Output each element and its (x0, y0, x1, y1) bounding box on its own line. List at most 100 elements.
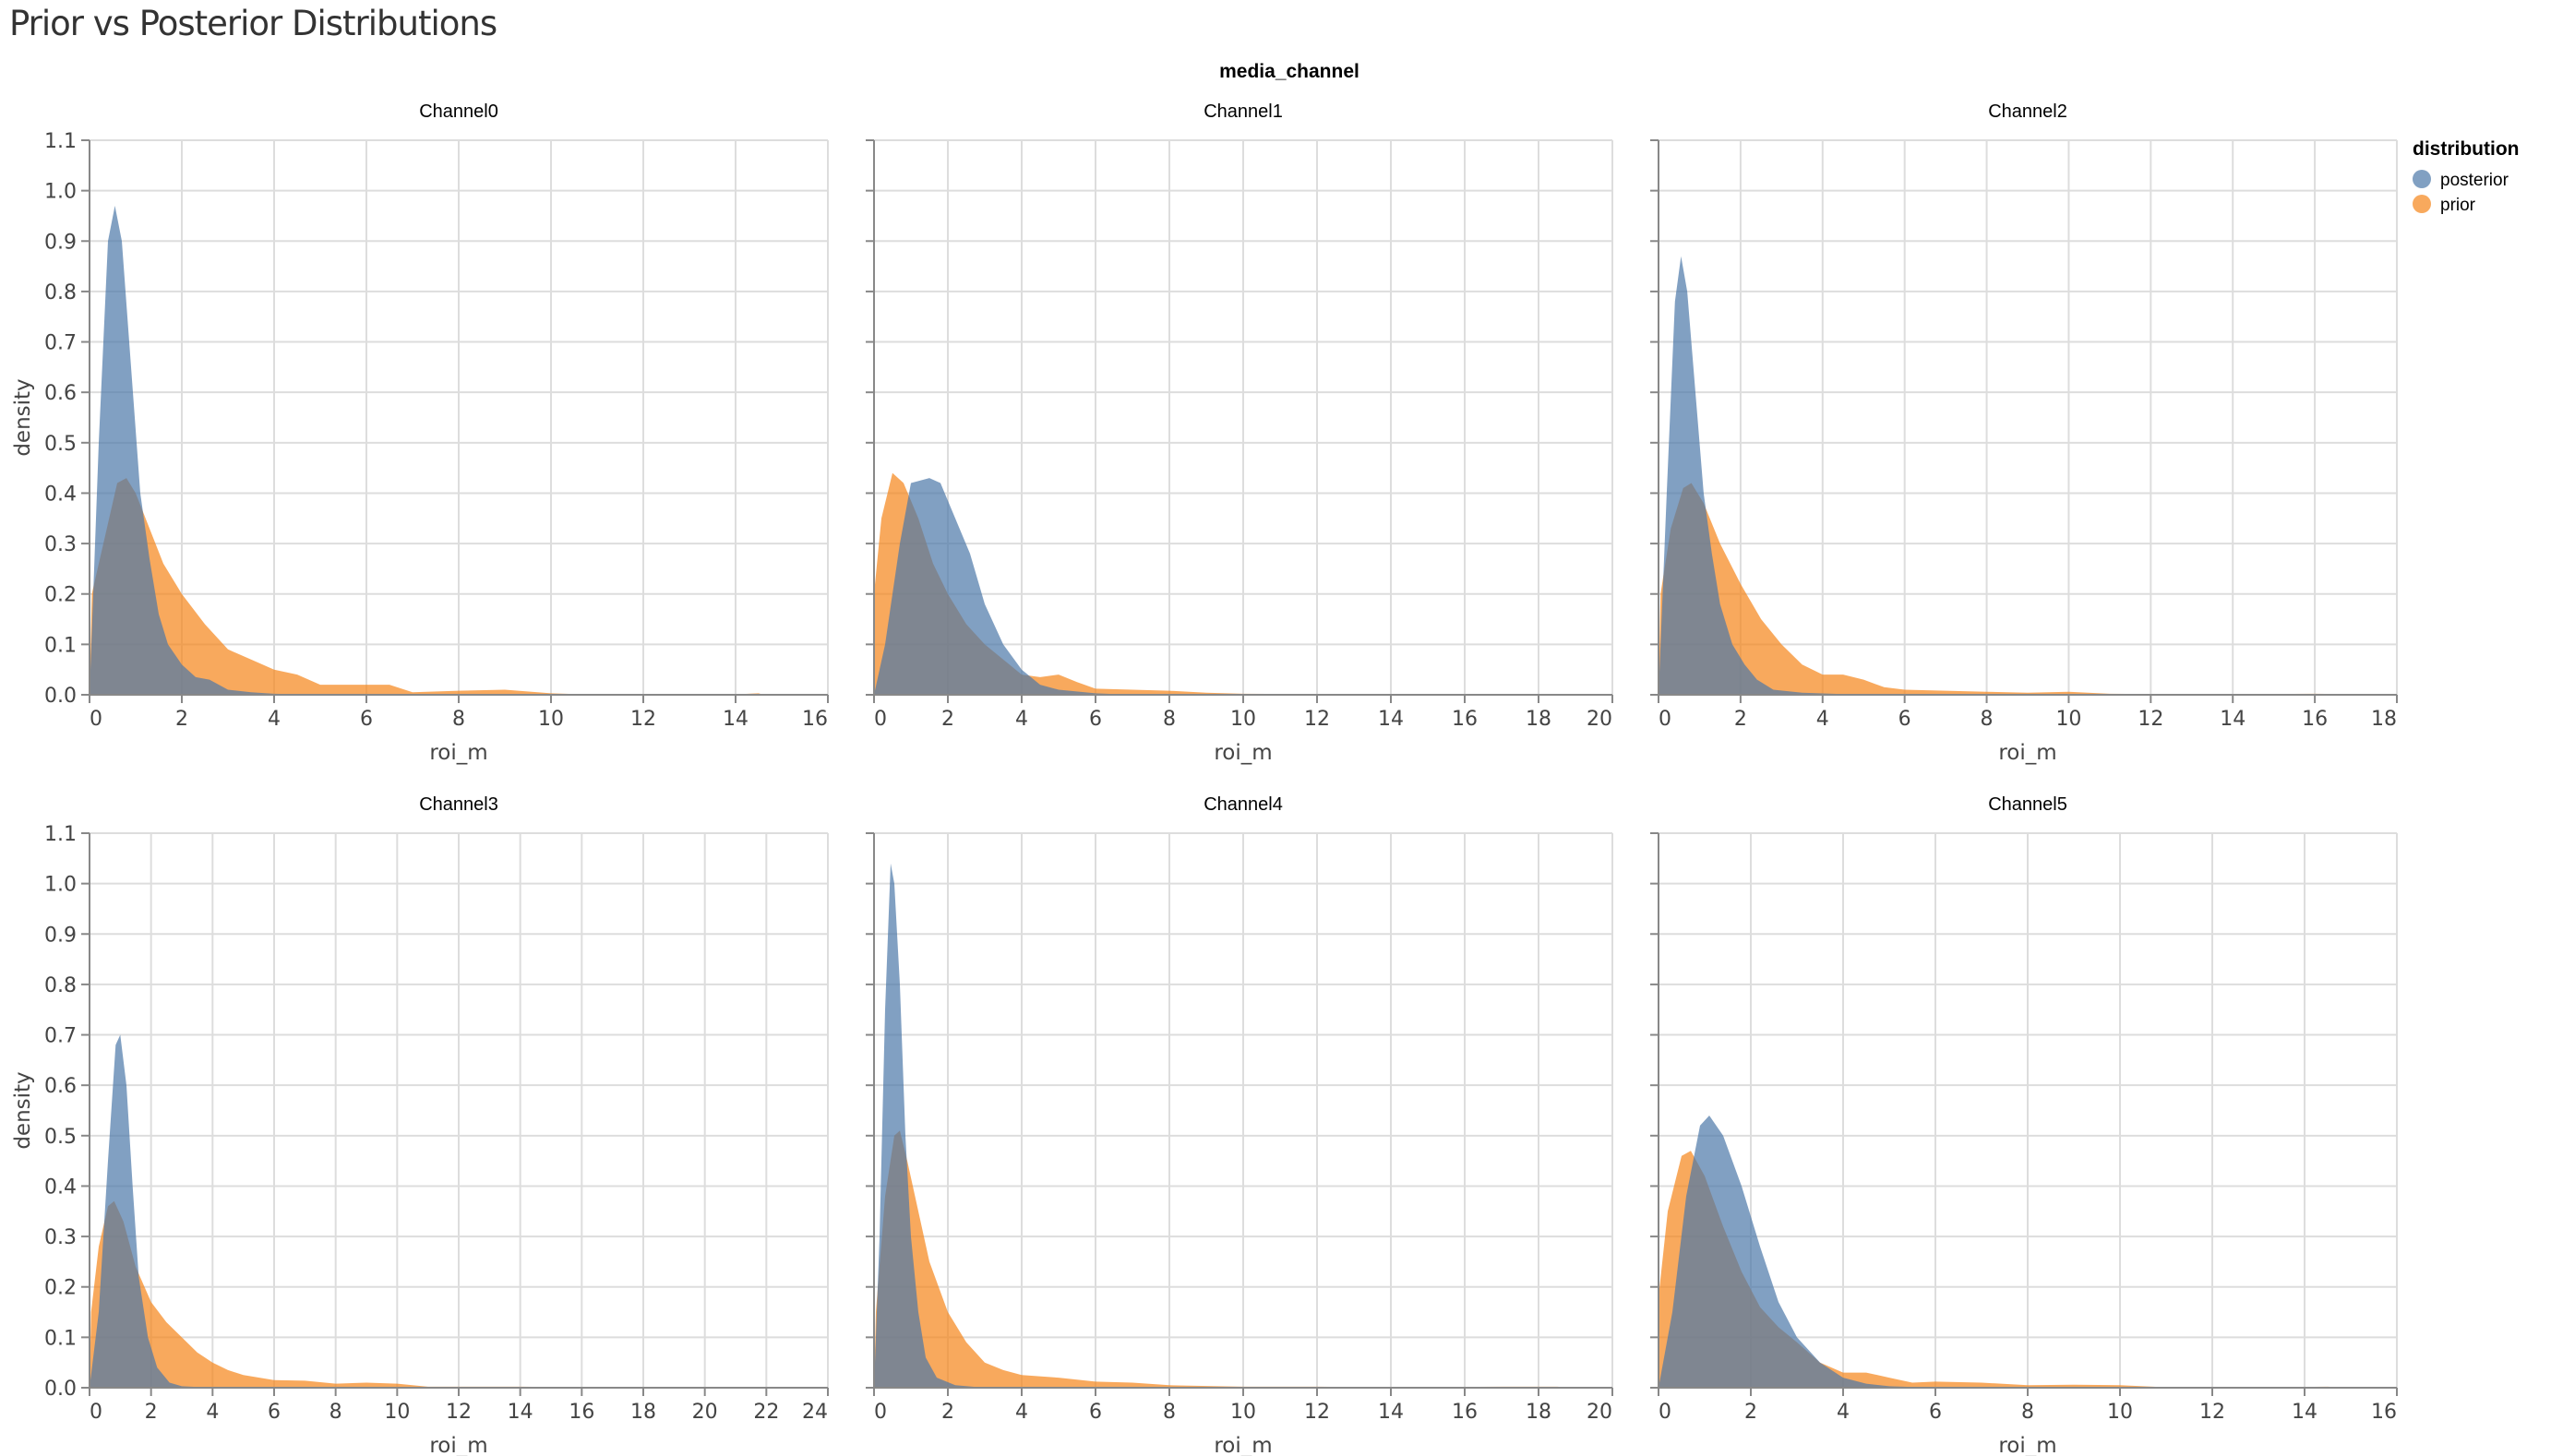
y-tick-label: 0.8 (44, 281, 77, 304)
facet-panel-channel5: 0 2 4 6 8 10 12 14 16 Channel5 roi_m (1650, 794, 2398, 1456)
x-tick-label: 20 (692, 1401, 718, 1424)
y-tick-label: 0.6 (44, 1075, 77, 1098)
x-tick-label: 12 (630, 708, 656, 731)
x-tick-label: 0 (90, 708, 102, 731)
density-area-posterior (1659, 1116, 1935, 1388)
x-tick-label: 16 (2302, 708, 2328, 731)
x-tick-label: 18 (630, 1401, 656, 1424)
x-tick-label: 8 (329, 1401, 342, 1424)
y-tick-label: 0.8 (44, 974, 77, 997)
panel-title: Channel2 (1988, 101, 2067, 122)
density-area-prior (1659, 483, 2397, 695)
y-tick-label: 0.3 (44, 533, 77, 556)
x-tick-label: 4 (206, 1401, 219, 1424)
y-tick-label: 0.4 (44, 483, 77, 506)
y-tick-label: 1.0 (44, 181, 77, 204)
x-tick-label: 16 (2371, 1401, 2397, 1424)
x-tick-label: 4 (1816, 708, 1829, 731)
x-tick-label: 12 (2138, 708, 2163, 731)
density-area-posterior (874, 478, 1132, 695)
x-tick-label: 2 (1734, 708, 1747, 731)
x-tick-label: 14 (1378, 708, 1404, 731)
x-tick-label: 18 (1526, 1401, 1551, 1424)
y-tick-label: 0.7 (44, 332, 77, 355)
panel-title: Channel3 (419, 794, 498, 815)
y-tick-label: 0.0 (44, 685, 77, 708)
panel-title: Channel1 (1204, 101, 1283, 122)
x-tick-label: 10 (2055, 708, 2081, 731)
y-tick-label: 0.9 (44, 924, 77, 947)
x-tick-label: 14 (723, 708, 749, 731)
x-axis-title: roi_m (1998, 741, 2056, 765)
y-axis-title: density (11, 1071, 35, 1149)
legend: distribution posterior prior (2413, 138, 2519, 215)
y-tick-label: 0.1 (44, 634, 77, 657)
y-tick-label: 0.6 (44, 382, 77, 405)
x-tick-label: 2 (145, 1401, 158, 1424)
x-tick-label: 10 (384, 1401, 410, 1424)
x-tick-label: 8 (1981, 708, 1994, 731)
x-tick-label: 6 (268, 1401, 281, 1424)
y-tick-label: 1.0 (44, 874, 77, 897)
legend-symbol-posterior (2413, 170, 2431, 188)
x-tick-label: 2 (1744, 1401, 1757, 1424)
y-tick-label: 0.1 (44, 1327, 77, 1350)
x-tick-label: 16 (1452, 708, 1478, 731)
facet-panel-channel1: 0 2 4 6 8 10 12 14 16 18 20 Channel1 roi_m (866, 101, 1613, 765)
y-tick-label: 0.2 (44, 1277, 77, 1300)
density-area-posterior (1659, 256, 1864, 695)
x-tick-label: 12 (446, 1401, 472, 1424)
y-tick-label: 0.0 (44, 1378, 77, 1401)
x-tick-label: 16 (1452, 1401, 1478, 1424)
x-tick-label: 10 (1230, 708, 1256, 731)
x-axis-title: roi_m (429, 1434, 487, 1456)
panel-title: Channel4 (1204, 794, 1283, 815)
x-tick-label: 8 (1163, 708, 1176, 731)
x-tick-label: 2 (175, 708, 188, 731)
density-area-prior (874, 1130, 1575, 1388)
x-tick-label: 14 (2292, 1401, 2317, 1424)
legend-symbol-prior (2413, 195, 2431, 213)
chart-title: Prior vs Posterior Distributions (9, 4, 497, 43)
y-tick-label: 1.1 (44, 823, 77, 846)
x-tick-label: 6 (360, 708, 373, 731)
x-tick-label: 20 (1587, 708, 1612, 731)
y-tick-label: 0.4 (44, 1176, 77, 1199)
x-tick-label: 22 (753, 1401, 779, 1424)
x-tick-label: 8 (2021, 1401, 2034, 1424)
x-tick-label: 8 (1163, 1401, 1176, 1424)
x-tick-label: 6 (1898, 708, 1911, 731)
legend-label-posterior: posterior (2440, 171, 2509, 190)
facet-title: media_channel (1219, 61, 1359, 82)
facet-panel-channel4: 0 2 4 6 8 10 12 14 16 18 20 Channel4 roi_m (866, 794, 1613, 1456)
x-tick-label: 10 (538, 708, 564, 731)
x-tick-label: 0 (1659, 1401, 1671, 1424)
x-tick-label: 18 (1526, 708, 1551, 731)
x-tick-label: 14 (1378, 1401, 1404, 1424)
density-area-posterior (90, 206, 320, 695)
x-tick-label: 0 (1659, 708, 1671, 731)
panel-title: Channel0 (419, 101, 498, 122)
facet-panel-channel0: 0 2 4 6 8 10 12 14 16 0.0 0.1 0.2 0.3 0.4 0.5 0.6 0.7 0.8… (11, 101, 829, 765)
x-tick-label: 20 (1587, 1401, 1612, 1424)
x-axis-title: roi_m (1214, 1434, 1272, 1456)
x-tick-label: 12 (2199, 1401, 2225, 1424)
x-tick-label: 4 (1015, 708, 1028, 731)
x-tick-label: 10 (2107, 1401, 2133, 1424)
x-tick-label: 12 (1304, 1401, 1330, 1424)
y-tick-label: 0.3 (44, 1226, 77, 1249)
x-tick-label: 4 (268, 708, 281, 731)
x-tick-label: 24 (802, 1401, 828, 1424)
y-tick-label: 0.7 (44, 1025, 77, 1048)
x-tick-label: 0 (874, 708, 887, 731)
y-tick-label: 0.2 (44, 584, 77, 607)
y-axis-title: density (11, 378, 35, 456)
y-tick-label: 1.1 (44, 130, 77, 153)
x-tick-label: 6 (1089, 1401, 1102, 1424)
x-tick-label: 16 (802, 708, 828, 731)
facet-panel-channel3: 0 2 4 6 8 10 12 14 16 18 20 22 240.00.10.20.30.40.50… (11, 794, 829, 1456)
x-tick-label: 0 (90, 1401, 102, 1424)
panel-title: Channel5 (1988, 794, 2067, 815)
x-axis-title: roi_m (1214, 741, 1272, 765)
